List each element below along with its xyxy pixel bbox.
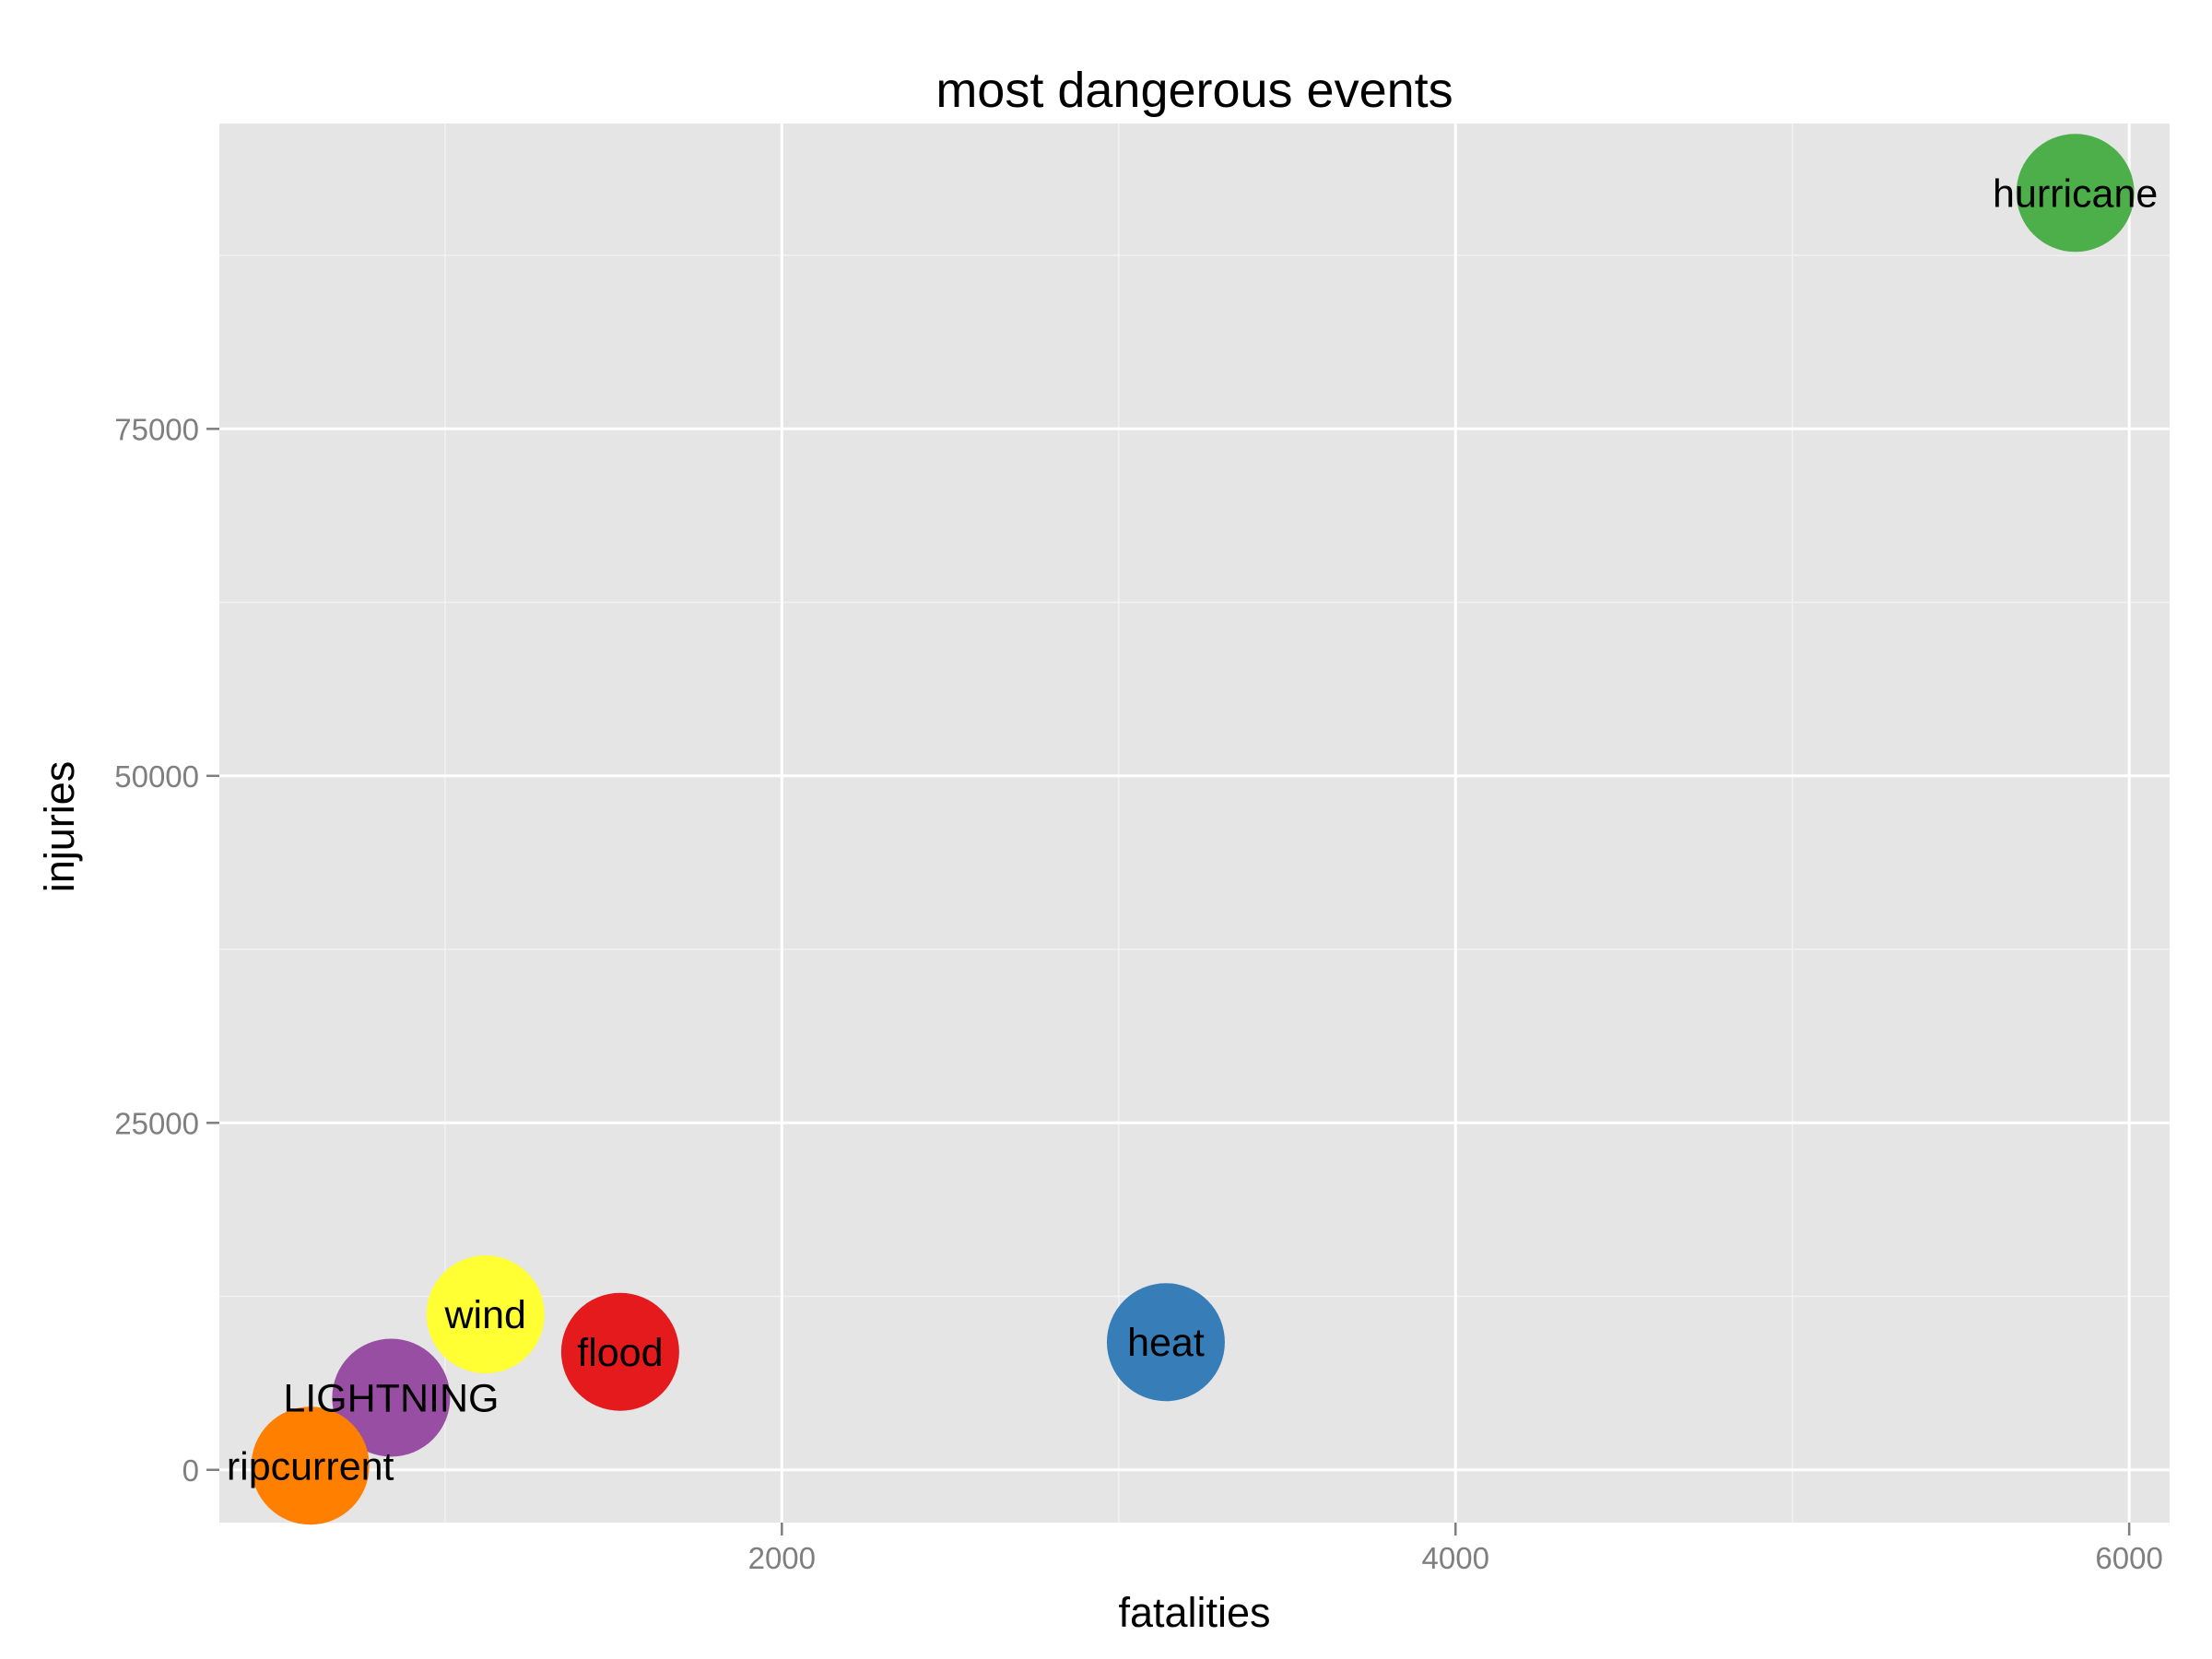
point-label-wind: wind bbox=[443, 1293, 525, 1337]
minor-gridlines bbox=[219, 124, 2170, 1523]
x-axis-ticks: 2000 4000 6000 bbox=[748, 1523, 2163, 1575]
x-tick-label: 6000 bbox=[2095, 1541, 2162, 1575]
y-axis-title: injuries bbox=[36, 761, 83, 893]
x-tick-label: 2000 bbox=[748, 1541, 816, 1575]
point-label-flood: flood bbox=[577, 1331, 663, 1375]
y-axis-ticks: 0 25000 50000 75000 bbox=[114, 412, 219, 1488]
point-label-lightning: LIGHTNING bbox=[283, 1376, 499, 1420]
point-heat bbox=[1106, 1283, 1225, 1402]
y-tick-label: 50000 bbox=[114, 759, 199, 794]
x-axis-title: fatalities bbox=[1118, 1589, 1270, 1636]
point-ripcurrent bbox=[251, 1406, 370, 1525]
point-labels: hurricane heat flood wind LIGHTNING ripcurren… bbox=[227, 171, 2158, 1488]
y-tick-label: 0 bbox=[182, 1453, 199, 1488]
point-label-heat: heat bbox=[1127, 1321, 1205, 1365]
point-label-ripcurrent: ripcurrent bbox=[227, 1444, 394, 1488]
chart-title: most dangerous events bbox=[935, 63, 1453, 118]
point-hurricane bbox=[2016, 134, 2135, 253]
major-gridlines bbox=[219, 124, 2170, 1523]
point-flood bbox=[560, 1292, 679, 1411]
point-lightning bbox=[332, 1338, 451, 1457]
point-wind bbox=[426, 1255, 545, 1374]
plot-panel bbox=[219, 124, 2170, 1523]
x-tick-label: 4000 bbox=[1422, 1541, 1489, 1575]
data-points bbox=[251, 134, 2135, 1525]
y-tick-label: 75000 bbox=[114, 412, 199, 446]
point-label-hurricane: hurricane bbox=[1993, 171, 2158, 216]
y-tick-label: 25000 bbox=[114, 1106, 199, 1140]
